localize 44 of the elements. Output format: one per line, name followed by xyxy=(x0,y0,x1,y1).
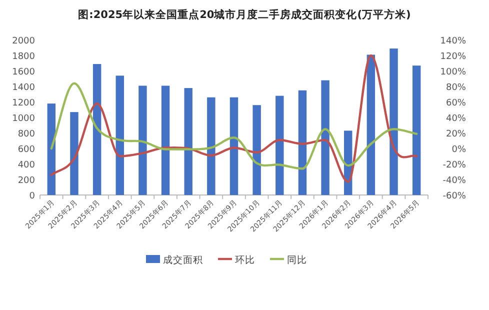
y2-tick-label: -20% xyxy=(442,160,466,170)
bar xyxy=(116,76,124,195)
bar xyxy=(230,97,238,195)
bar xyxy=(92,64,102,195)
bar xyxy=(252,105,261,195)
legend-label: 同比 xyxy=(287,254,307,266)
legend-label: 环比 xyxy=(235,254,255,266)
bar xyxy=(366,54,376,195)
y-tick-label: 1800 xyxy=(12,52,36,62)
bar xyxy=(412,66,421,195)
y-tick-label: 400 xyxy=(18,160,36,170)
y2-tick-label: 140% xyxy=(440,36,466,46)
y2-tick-label: 0% xyxy=(452,145,466,155)
y-tick-label: 1000 xyxy=(12,114,36,124)
y-tick-label: 1200 xyxy=(12,98,36,108)
bar xyxy=(298,90,307,195)
bar xyxy=(390,48,398,195)
y-tick-label: 2000 xyxy=(12,36,36,46)
y-tick-label: 1600 xyxy=(12,68,36,78)
y-tick-label: 800 xyxy=(18,130,36,140)
chart-title: 图:2025年以来全国重点20城市月度二手房成交面积变化(万平方米) xyxy=(78,8,411,21)
bar xyxy=(138,86,147,195)
bar xyxy=(207,97,216,195)
bar xyxy=(70,112,78,195)
y2-tick-label: 40% xyxy=(446,114,466,124)
legend-label: 成交面积 xyxy=(163,254,203,266)
y2-tick-label: 120% xyxy=(440,52,466,62)
y2-tick-label: -40% xyxy=(442,176,466,186)
line-series xyxy=(50,54,418,183)
y-tick-label: 200 xyxy=(18,176,36,186)
y2-tick-label: 20% xyxy=(446,130,466,140)
line-series xyxy=(50,82,418,170)
bar xyxy=(161,86,170,195)
bar xyxy=(47,104,56,195)
y-tick-label: 0 xyxy=(29,192,36,202)
bar xyxy=(184,88,192,195)
y-tick-label: 600 xyxy=(18,145,36,155)
y-tick-label: 1400 xyxy=(12,83,36,93)
bar xyxy=(276,96,284,195)
y2-tick-label: 80% xyxy=(446,83,466,93)
y2-tick-label: 60% xyxy=(446,98,466,108)
y2-tick-label: -60% xyxy=(442,192,466,202)
y2-tick-label: 100% xyxy=(440,68,466,78)
bar xyxy=(321,80,330,195)
